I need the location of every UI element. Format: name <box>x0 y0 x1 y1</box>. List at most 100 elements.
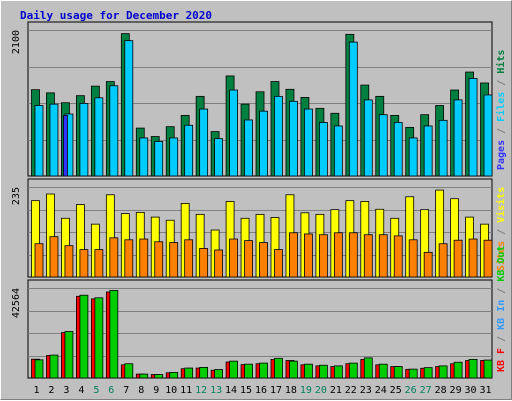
bar-sites-day-31 <box>483 239 493 278</box>
bar-sites-day-14 <box>229 238 238 278</box>
legend-sep: / <box>496 74 507 92</box>
bar-sites-day-11 <box>184 239 194 278</box>
x-tick-label-day-21: 21 <box>330 385 342 396</box>
bar-sites-day-8 <box>139 238 149 278</box>
bar-kbin-day-19 <box>304 363 313 379</box>
bar-kbin-day-9 <box>154 374 164 379</box>
legend-sep: / <box>496 223 507 241</box>
x-tick-label-day-14: 14 <box>225 385 237 396</box>
bar-files-day-9 <box>154 141 164 177</box>
x-tick-label-day-15: 15 <box>240 385 252 396</box>
bar-files-day-30 <box>468 77 478 177</box>
panel-kbin-kbout-kbf-ymax-label: 42564 <box>11 288 22 318</box>
bar-files-day-18 <box>289 100 298 177</box>
bar-sites-day-15 <box>244 240 253 278</box>
bar-sites-day-5 <box>94 249 104 278</box>
bar-files-day-12 <box>199 108 209 177</box>
bar-kbin-day-13 <box>214 369 224 379</box>
bar-files-day-23 <box>363 99 373 177</box>
bar-files-day-28 <box>438 119 448 177</box>
bar-files-day-2 <box>49 103 59 177</box>
x-tick-label-day-7: 7 <box>123 385 129 396</box>
legend-sep: / <box>496 122 507 140</box>
x-tick-label-day-29: 29 <box>450 385 462 396</box>
bar-kbin-day-20 <box>318 364 328 379</box>
x-tick-label-day-19: 19 <box>300 385 312 396</box>
x-tick-label-day-9: 9 <box>153 385 159 396</box>
x-tick-label-day-16: 16 <box>255 385 267 396</box>
bar-sites-day-20 <box>318 234 328 278</box>
bar-files-day-27 <box>423 125 433 177</box>
x-tick-label-day-23: 23 <box>360 385 372 396</box>
bar-kbin-day-7 <box>124 363 134 379</box>
bar-sites-day-3 <box>64 245 74 278</box>
bar-kbin-day-24 <box>378 363 388 379</box>
bar-kbin-day-6 <box>109 290 119 379</box>
bar-sites-day-16 <box>259 242 268 278</box>
bar-sites-day-28 <box>438 243 448 278</box>
bar-files-day-10 <box>169 137 179 177</box>
bar-kbin-day-18 <box>289 360 298 379</box>
bar-files-day-24 <box>378 114 388 177</box>
x-tick-label-day-6: 6 <box>108 385 114 396</box>
legend-files: Files <box>495 92 507 122</box>
bar-kbin-day-27 <box>423 367 433 379</box>
bar-kbin-day-21 <box>333 365 343 379</box>
legend-sites: Sites <box>495 241 507 271</box>
bar-sites-day-6 <box>109 237 119 278</box>
legend-kbin: KB In <box>496 300 507 330</box>
x-tick-label-day-2: 2 <box>48 385 54 396</box>
bar-files-day-20 <box>318 122 328 177</box>
panel-visits-sites-side-legend: Sites / Visits <box>495 187 507 271</box>
panel-kbin-kbout-kbf-side-legend: KB F / KB In / KB Out <box>496 246 507 372</box>
bar-files-day-22 <box>348 41 358 177</box>
x-tick-label-day-4: 4 <box>78 385 84 396</box>
x-tick-label-day-28: 28 <box>435 385 447 396</box>
x-tick-label-day-13: 13 <box>210 385 222 396</box>
legend-pages: Pages <box>496 140 507 170</box>
legend-kbf: KB F <box>496 348 507 372</box>
bar-files-day-14 <box>229 89 238 177</box>
bar-files-day-26 <box>408 137 418 177</box>
bar-pages-day-3 <box>63 114 68 177</box>
x-tick-label-day-5: 5 <box>93 385 99 396</box>
x-tick-label-day-27: 27 <box>420 385 432 396</box>
bar-kbin-day-14 <box>229 360 238 379</box>
bar-files-day-16 <box>259 110 268 177</box>
bar-kbin-day-12 <box>199 367 209 379</box>
bar-files-day-29 <box>453 99 463 177</box>
bar-sites-day-30 <box>468 238 478 278</box>
bar-files-day-25 <box>393 122 403 177</box>
x-tick-label-day-1: 1 <box>33 385 39 396</box>
bar-sites-day-26 <box>408 239 418 278</box>
bar-sites-day-23 <box>363 234 373 278</box>
bar-kbin-day-30 <box>468 359 478 379</box>
x-tick-label-day-8: 8 <box>138 385 144 396</box>
bar-sites-day-22 <box>348 232 358 278</box>
x-tick-label-day-3: 3 <box>63 385 69 396</box>
x-tick-label-day-30: 30 <box>465 385 477 396</box>
bar-kbin-day-22 <box>348 362 358 379</box>
bar-kbin-day-8 <box>139 373 149 379</box>
x-tick-label-day-22: 22 <box>345 385 357 396</box>
bar-kbin-day-16 <box>259 362 268 379</box>
bar-files-day-5 <box>94 97 104 177</box>
bar-sites-day-1 <box>34 243 44 278</box>
bar-files-day-19 <box>304 108 313 177</box>
bar-kbin-day-4 <box>79 294 89 379</box>
legend-visits: Visits <box>495 187 507 223</box>
legend-hits: Hits <box>495 50 507 74</box>
legend-kbout: KB Out <box>496 246 507 282</box>
x-tick-label-day-12: 12 <box>195 385 207 396</box>
x-tick-label-day-17: 17 <box>270 385 282 396</box>
bar-files-day-15 <box>244 119 253 177</box>
bar-files-day-31 <box>483 94 493 177</box>
bar-kbin-day-15 <box>244 363 253 379</box>
legend-sep: / <box>496 282 507 300</box>
panel-visits-sites-ymax-label: 235 <box>11 187 22 205</box>
x-tick-label-day-11: 11 <box>180 385 192 396</box>
bar-sites-day-17 <box>274 249 283 278</box>
bar-kbin-day-31 <box>483 359 493 379</box>
